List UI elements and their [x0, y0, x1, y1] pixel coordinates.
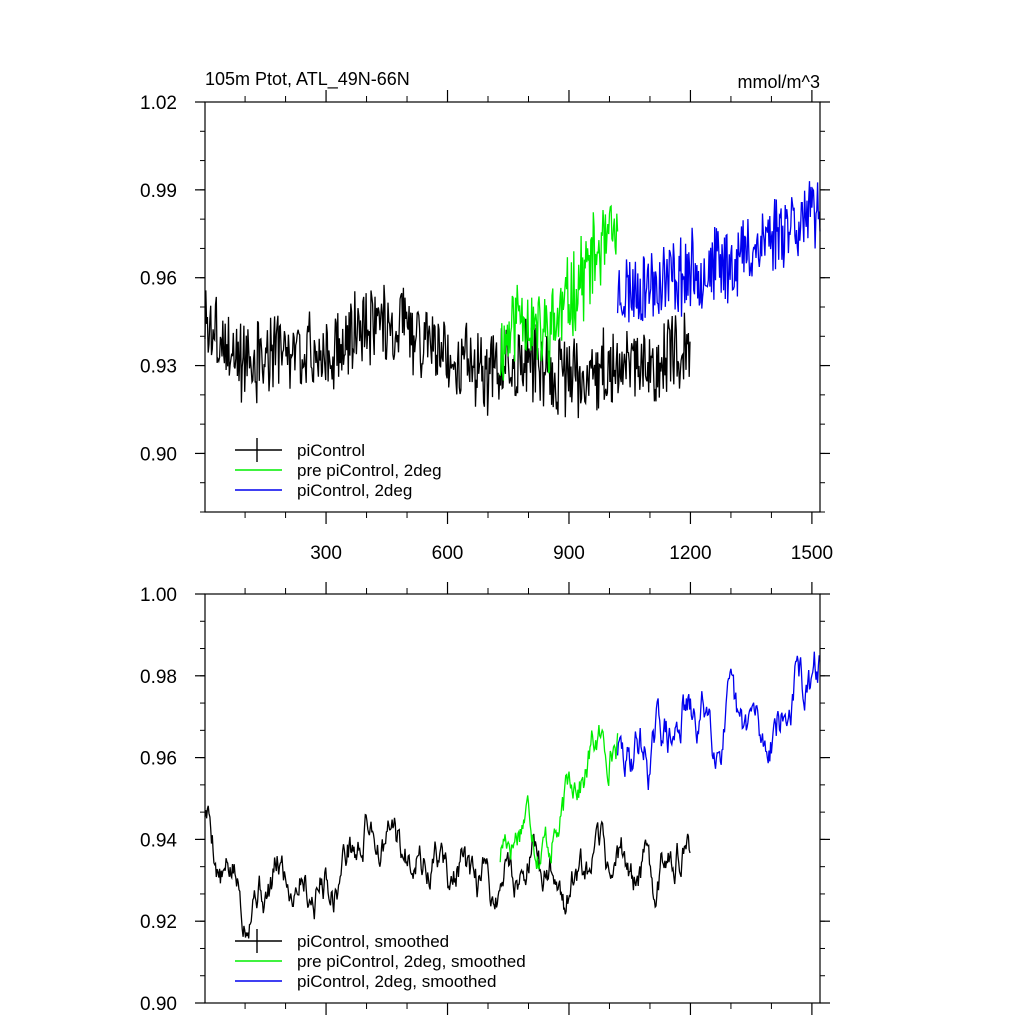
axes-top: 0.90 0.93 0.96 0.99 1.02 300 600 900 1200 1500: [140, 90, 833, 564]
y-tick-label: 0.99: [140, 181, 177, 202]
series-line-3: [616, 181, 821, 323]
legend-label: pre piControl, 2deg: [297, 461, 442, 480]
series-lines-top: [204, 181, 821, 419]
series-line-1: [204, 284, 691, 419]
y-tick-label: 0.94: [140, 830, 177, 851]
series-line-2: [499, 724, 619, 870]
series-lines-bottom: [204, 651, 821, 939]
x-tick-label: 300: [310, 543, 342, 564]
y-tick-label: 1.00: [140, 585, 177, 606]
chart-panel-top: 105m Ptot, ATL_49N-66N mmol/m^3 0.90 0.93…: [140, 69, 833, 564]
legend-label: piControl, 2deg: [297, 481, 412, 500]
plot-frame: [204, 593, 821, 1004]
y-tick-label: 0.98: [140, 667, 177, 688]
x-tick-label: 600: [432, 543, 464, 564]
series-line-2: [499, 204, 619, 381]
chart-title: 105m Ptot, ATL_49N-66N: [205, 69, 410, 90]
y-tick-label: 0.96: [140, 749, 177, 770]
chart-units: mmol/m^3: [738, 72, 820, 92]
legend-label: piControl, 2deg, smoothed: [297, 972, 496, 991]
x-tick-label: 900: [553, 543, 585, 564]
y-tick-label: 0.96: [140, 269, 177, 290]
y-tick-label: 0.93: [140, 357, 177, 378]
chart-panel-bottom: 0.90 0.92 0.94 0.96 0.98 1.00 piControl, smoo…: [140, 582, 830, 1015]
axes-bottom: 0.90 0.92 0.94 0.96 0.98 1.00: [140, 582, 830, 1015]
y-tick-label: 0.90: [140, 444, 177, 465]
legend-label: piControl, smoothed: [297, 932, 449, 951]
y-tick-label: 0.92: [140, 912, 177, 933]
legend-label: piControl: [297, 441, 365, 460]
series-line-3: [616, 651, 821, 791]
legend-label: pre piControl, 2deg, smoothed: [297, 952, 526, 971]
series-line-1: [204, 805, 691, 939]
x-tick-label: 1200: [669, 543, 711, 564]
x-tick-label: 1500: [791, 543, 833, 564]
y-tick-label: 0.90: [140, 994, 177, 1015]
y-tick-label: 1.02: [140, 93, 177, 114]
